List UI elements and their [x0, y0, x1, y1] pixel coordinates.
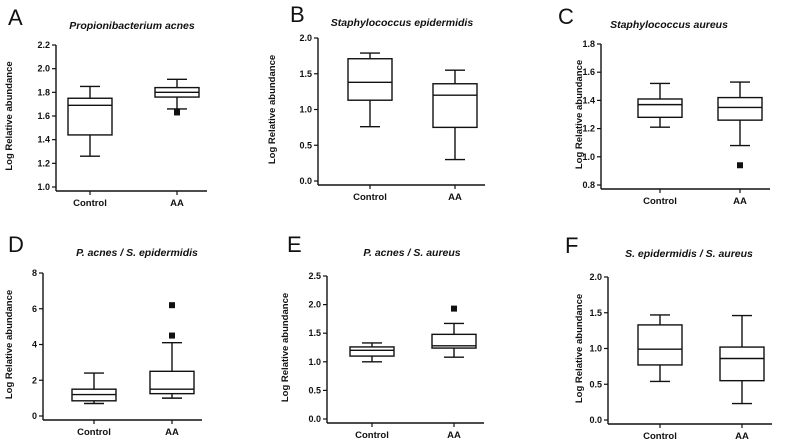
- panel-title: Propionibacterium acnes: [69, 20, 195, 32]
- y-tick-label: 0.0: [589, 415, 602, 425]
- iqr-box: [349, 346, 395, 357]
- panel-e: E P. acnes / S. aureus 0.0 0.5 1.0 1.5 2.0 2.5 L…: [280, 232, 484, 439]
- box-aa: [432, 69, 478, 161]
- y-axis-title: Log Relative abundance: [4, 61, 15, 170]
- outlier-point: [737, 162, 743, 169]
- category-label: Control: [77, 427, 111, 438]
- iqr-box: [432, 83, 478, 129]
- panel-title: P. acnes / S. epidermidis: [76, 247, 198, 259]
- panel-letter: F: [565, 233, 578, 258]
- y-tick-label: 1.0: [308, 357, 321, 367]
- panel-letter: E: [287, 232, 302, 257]
- y-tick-label: 0.5: [299, 140, 312, 150]
- box-aa: [719, 314, 765, 405]
- y-tick-label: 1.0: [589, 344, 602, 354]
- category-label: Control: [355, 430, 389, 439]
- y-tick-label: 1.5: [589, 308, 602, 318]
- y-tick-label: 1.8: [37, 87, 50, 97]
- y-tick-label: 1.6: [582, 67, 595, 77]
- category-label: Control: [73, 198, 107, 209]
- y-tick-label: 0: [32, 411, 37, 421]
- y-tick-label: 0.5: [589, 379, 602, 389]
- iqr-box: [719, 346, 765, 382]
- category-label: Control: [643, 431, 677, 439]
- y-tick-label: 2: [32, 375, 37, 385]
- y-tick-label: 1.5: [299, 69, 312, 79]
- box-control: [637, 82, 683, 128]
- iqr-box: [717, 96, 763, 121]
- iqr-box: [637, 98, 683, 119]
- box-control: [67, 85, 113, 157]
- panel-c: C Staphylococcus aureus 0.8 1.0 1.2 1.4 1.6 1.8…: [558, 4, 770, 207]
- y-tick-label: 1.4: [37, 135, 50, 145]
- outlier-point: [174, 109, 180, 116]
- panel-f: F S. epidermidis / S. aureus 0.0 0.5 1.0 1.5 2…: [565, 233, 772, 439]
- outlier-point: [169, 302, 175, 309]
- box-control: [637, 314, 683, 383]
- panel-title: Staphylococcus aureus: [610, 19, 728, 31]
- y-tick-label: 0.5: [308, 385, 321, 395]
- y-tick-label: 1.2: [582, 124, 595, 134]
- y-tick-label: 0.8: [582, 180, 595, 190]
- y-tick-label: 4: [32, 340, 37, 350]
- outlier-point: [169, 332, 175, 339]
- category-label: AA: [170, 198, 184, 209]
- panel-title: S. epidermidis / S. aureus: [625, 248, 753, 260]
- category-label: AA: [733, 196, 747, 207]
- y-tick-label: 1.5: [308, 328, 321, 338]
- y-tick-label: 6: [32, 304, 37, 314]
- outlier-point: [451, 305, 457, 312]
- iqr-box: [149, 370, 195, 395]
- y-tick-label: 2.0: [308, 300, 321, 310]
- category-label: AA: [735, 431, 749, 439]
- box-control: [347, 52, 393, 128]
- panel-title: P. acnes / S. aureus: [363, 247, 460, 259]
- y-tick-label: 0.0: [308, 414, 321, 424]
- box-control: [349, 342, 395, 363]
- category-label: AA: [165, 427, 179, 438]
- box-aa: [431, 305, 477, 358]
- iqr-box: [431, 333, 477, 349]
- y-tick-label: 1.4: [582, 95, 595, 105]
- y-tick-label: 1.0: [37, 182, 50, 192]
- y-tick-label: 0.0: [299, 176, 312, 186]
- y-tick-label: 2.0: [589, 272, 602, 282]
- panel-a: A Propionibacterium acnes 1.0 1.2 1.4 1.6 1.8 2…: [4, 5, 207, 209]
- iqr-box: [67, 97, 113, 136]
- category-label: AA: [448, 192, 462, 203]
- panel-letter: C: [558, 4, 574, 29]
- y-tick-label: 1.8: [582, 39, 595, 49]
- y-axis-title: Log Relative abundance: [4, 290, 15, 399]
- y-tick-label: 1.6: [37, 111, 50, 121]
- panel-title: Staphylococcus epidermidis: [331, 17, 474, 29]
- y-axis-title: Log Relative abundance: [280, 293, 291, 402]
- iqr-box: [637, 324, 683, 366]
- panel-letter: D: [8, 232, 24, 257]
- y-tick-label: 1.0: [582, 152, 595, 162]
- box-control: [71, 372, 117, 405]
- panel-b: B Staphylococcus epidermidis 0.0 0.5 1.0 1.5 2…: [267, 2, 485, 203]
- y-axis-title: Log Relative abundance: [267, 55, 278, 164]
- y-tick-label: 8: [32, 268, 37, 278]
- y-tick-label: 2.0: [299, 33, 312, 43]
- y-tick-label: 1.0: [299, 105, 312, 115]
- category-label: Control: [353, 192, 387, 203]
- panel-letter: A: [8, 5, 23, 30]
- panel-d: D P. acnes / S. epidermidis 0 2 4 6 8 Log Relat…: [4, 232, 202, 438]
- category-label: Control: [643, 196, 677, 207]
- iqr-box: [347, 58, 393, 101]
- panel-letter: B: [290, 2, 305, 27]
- category-label: AA: [447, 430, 461, 439]
- box-aa: [154, 78, 200, 116]
- box-aa: [149, 302, 195, 399]
- y-axis-title: Log Relative abundance: [574, 294, 585, 403]
- y-axis-title: Log Relative abundance: [574, 60, 585, 169]
- y-tick-label: 2.0: [37, 64, 50, 74]
- box-aa: [717, 81, 763, 169]
- y-tick-label: 2.5: [308, 271, 321, 281]
- y-tick-label: 2.2: [37, 40, 50, 50]
- y-tick-label: 1.2: [37, 158, 50, 168]
